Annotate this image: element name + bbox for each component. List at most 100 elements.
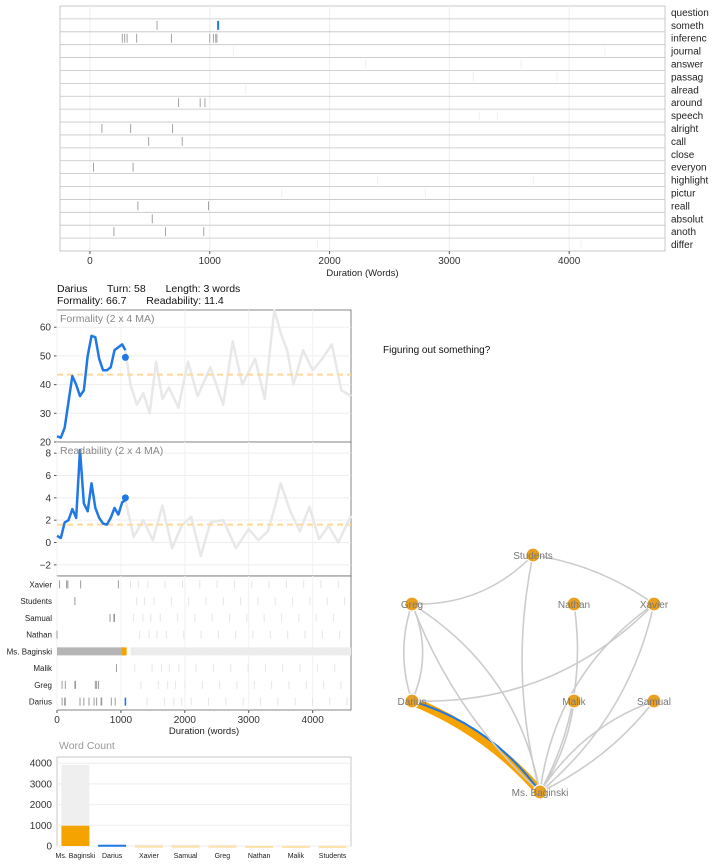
timeline-speaker-label: Malik [33,664,53,673]
word-count-title: Word Count [59,740,115,752]
formality-future-line [124,308,352,415]
network-node-label: Malik [562,697,586,708]
formality-y-tick-label: 30 [40,409,52,420]
readability-panel-frame [56,441,352,577]
word-count-current-bar [208,845,237,848]
readability-score: Readability: 11.4 [146,295,224,307]
network-node-label: Xavier [640,600,669,611]
dispersion-word-label: inferenc [671,34,707,45]
speaker-timeline-frame [56,575,352,711]
timeline-speaker-label: Darius [29,698,52,707]
formality-y-tick-label: 40 [40,380,52,391]
word-count-category-label: Malik [288,853,305,860]
word-count-current-bar [318,845,347,848]
network-node [566,693,582,709]
formality-y-tick-label: 60 [40,323,52,334]
word-count-y-tick-label: 1000 [30,821,53,832]
network-node-label: Darius [398,697,427,708]
dispersion-word-label: question [671,8,709,19]
network-edge [521,554,541,793]
word-count-current-bar [171,845,200,848]
word-count-total-bar [171,844,200,846]
word-count-y-tick-label: 4000 [30,759,53,770]
readability-y-tick-label: 2 [45,516,51,527]
turn-info-line-1: Darius Turn: 58 Length: 3 words [57,283,240,295]
network-node-label: Greg [401,600,423,611]
dispersion-word-label: everyon [671,163,707,174]
word-count-category-label: Xavier [139,853,160,860]
network-node [525,547,541,563]
turn-number: Turn: 58 [107,283,146,295]
network-node-label: Samual [637,697,671,708]
dispersion-word-label: anoth [671,227,696,238]
word-count-current-bar [61,825,90,846]
network-edge [539,700,578,793]
network-node-label: Ms. Baginski [512,788,569,799]
word-count-y-tick-label: 2000 [30,800,53,811]
word-count-category-label: Samual [174,853,198,860]
timeline-x-tick-label: 2000 [174,715,197,726]
network-edge [532,554,655,605]
word-count-current-bar [245,845,274,848]
dispersion-x-tick-label: 3000 [438,256,461,267]
word-count-y-tick-label: 0 [46,842,52,853]
timeline-speaker-label: Xavier [29,580,52,589]
readability-y-tick-label: 8 [45,449,51,460]
dispersion-x-tick-label: 2000 [318,256,341,267]
formality-y-tick-label: 50 [40,351,52,362]
dispersion-word-label: alread [671,85,699,96]
dispersion-word-label: differ [671,240,694,251]
formality-title: Formality (2 x 4 MA) [60,313,155,325]
dispersion-x-axis-label: Duration (Words) [326,268,398,279]
network-node [566,596,582,612]
formality-readability-timeline-panel: 20 30 40 50 60 Formality (2 x 4 MA) −2 0 2 4 6 8 Rea… [7,308,353,737]
dispersion-word-label: passag [671,72,703,83]
network-edge [411,554,534,605]
network-edge [539,603,655,793]
timeline-speaker-block [57,647,124,656]
dispersion-x-tick-label: 4000 [558,256,581,267]
dispersion-x-tick-label: 0 [87,256,93,267]
network-node [532,784,548,800]
dispersion-word-label: answer [671,60,704,71]
timeline-speaker-label: Nathan [26,631,52,640]
formality-score: Formality: 66.7 [57,295,127,307]
readability-title: Readability (2 x 4 MA) [60,445,163,457]
word-count-y-tick-label: 3000 [30,779,53,790]
word-dispersion-plot: question someth inferenc journal answerpassa… [59,5,709,279]
word-count-current-bar [98,844,127,847]
dispersion-word-label: journal [670,47,701,58]
speaker-network-graph: Students Greg Nathan Xavier Darius Malik Samua… [398,547,671,800]
timeline-x-tick-label: 4000 [302,715,325,726]
dispersion-word-label: speech [671,111,703,122]
word-count-category-label: Ms. Baginski [56,853,96,860]
network-edge-reply [411,700,541,793]
dispersion-word-label: absolut [671,214,703,225]
network-node [404,596,420,612]
word-count-current-bar [281,845,310,848]
word-count-chart: Word Count 0 1000 2000 3000 4000 Ms. Baginski D… [30,740,352,860]
dispersion-word-label: reall [671,201,690,212]
timeline-speaker-label: Greg [34,681,52,690]
dispersion-word-label: alright [671,124,698,135]
word-count-total-bar [208,844,237,846]
word-count-category-label: Students [319,853,347,860]
readability-future-line [124,482,353,558]
turn-length: Length: 3 words [165,283,241,295]
readability-current-point [121,494,129,502]
word-count-current-bar [134,845,163,848]
word-count-category-label: Nathan [248,853,271,860]
network-node [404,693,420,709]
dispersion-word-label: close [671,150,695,161]
timeline-current-turn [121,647,127,656]
readability-line [56,448,127,540]
dispersion-word-label: pictur [671,188,696,199]
timeline-speaker-label: Ms. Baginski [7,647,53,656]
network-node-label: Nathan [558,600,590,611]
readability-y-tick-label: −2 [40,560,52,571]
speaker-name: Darius [57,283,88,295]
network-edge [539,603,655,793]
network-edge [411,603,424,702]
dispersion-word-label: around [671,98,702,109]
timeline-future-block [130,647,351,656]
